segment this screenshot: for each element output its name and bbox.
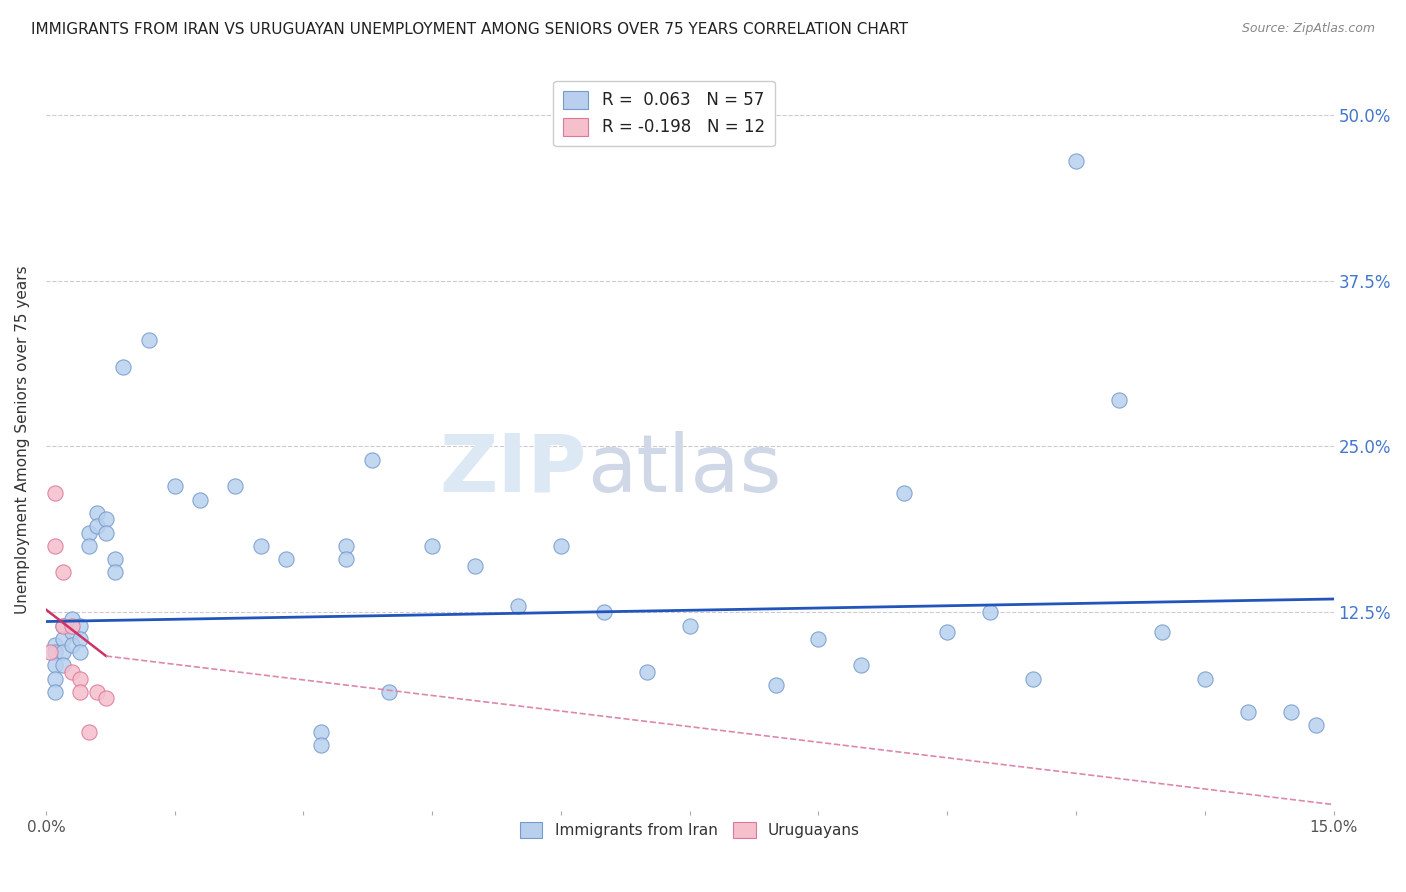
Point xyxy=(1064,154,1087,169)
Legend: Immigrants from Iran, Uruguayans: Immigrants from Iran, Uruguayans xyxy=(513,815,866,845)
Point xyxy=(550,539,572,553)
Point xyxy=(979,605,1001,619)
Point xyxy=(112,359,135,374)
Point xyxy=(69,645,91,659)
Point xyxy=(52,632,75,646)
Point xyxy=(190,492,212,507)
Point xyxy=(636,665,658,679)
Text: ZIP: ZIP xyxy=(440,431,586,508)
Point xyxy=(52,566,75,580)
Point xyxy=(60,612,83,626)
Point xyxy=(60,639,83,653)
Point xyxy=(506,599,529,613)
Text: IMMIGRANTS FROM IRAN VS URUGUAYAN UNEMPLOYMENT AMONG SENIORS OVER 75 YEARS CORRE: IMMIGRANTS FROM IRAN VS URUGUAYAN UNEMPL… xyxy=(31,22,908,37)
Point xyxy=(593,605,616,619)
Point xyxy=(77,724,100,739)
Point xyxy=(104,566,127,580)
Point xyxy=(1108,393,1130,408)
Point xyxy=(1236,705,1258,719)
Point xyxy=(309,738,332,752)
Point xyxy=(94,691,117,706)
Point xyxy=(60,665,83,679)
Point xyxy=(138,334,160,348)
Point xyxy=(52,618,75,632)
Point xyxy=(52,645,75,659)
Point xyxy=(77,525,100,540)
Point xyxy=(378,685,401,699)
Point xyxy=(335,552,357,566)
Point xyxy=(44,639,66,653)
Point xyxy=(44,539,66,553)
Point xyxy=(52,618,75,632)
Point xyxy=(464,558,486,573)
Point xyxy=(851,658,873,673)
Y-axis label: Unemployment Among Seniors over 75 years: Unemployment Among Seniors over 75 years xyxy=(15,266,30,615)
Point xyxy=(44,685,66,699)
Point xyxy=(94,512,117,526)
Point xyxy=(1150,625,1173,640)
Point xyxy=(60,618,83,632)
Point xyxy=(44,658,66,673)
Point xyxy=(361,452,384,467)
Point xyxy=(39,645,62,659)
Point xyxy=(1194,672,1216,686)
Point xyxy=(335,539,357,553)
Point xyxy=(420,539,443,553)
Point xyxy=(163,479,186,493)
Point xyxy=(69,618,91,632)
Text: atlas: atlas xyxy=(586,431,782,508)
Point xyxy=(69,685,91,699)
Point xyxy=(44,672,66,686)
Point xyxy=(224,479,246,493)
Point xyxy=(86,519,108,533)
Point xyxy=(807,632,830,646)
Point xyxy=(86,506,108,520)
Point xyxy=(52,658,75,673)
Point xyxy=(86,685,108,699)
Point xyxy=(936,625,959,640)
Point xyxy=(765,678,787,692)
Point xyxy=(77,539,100,553)
Point xyxy=(1305,718,1327,732)
Point xyxy=(94,525,117,540)
Point xyxy=(1022,672,1045,686)
Point xyxy=(60,625,83,640)
Point xyxy=(309,724,332,739)
Point xyxy=(249,539,271,553)
Point xyxy=(69,632,91,646)
Text: Source: ZipAtlas.com: Source: ZipAtlas.com xyxy=(1241,22,1375,36)
Point xyxy=(69,672,91,686)
Point xyxy=(276,552,298,566)
Point xyxy=(679,618,702,632)
Point xyxy=(1279,705,1302,719)
Point xyxy=(893,486,915,500)
Point xyxy=(44,486,66,500)
Point xyxy=(104,552,127,566)
Point xyxy=(44,645,66,659)
